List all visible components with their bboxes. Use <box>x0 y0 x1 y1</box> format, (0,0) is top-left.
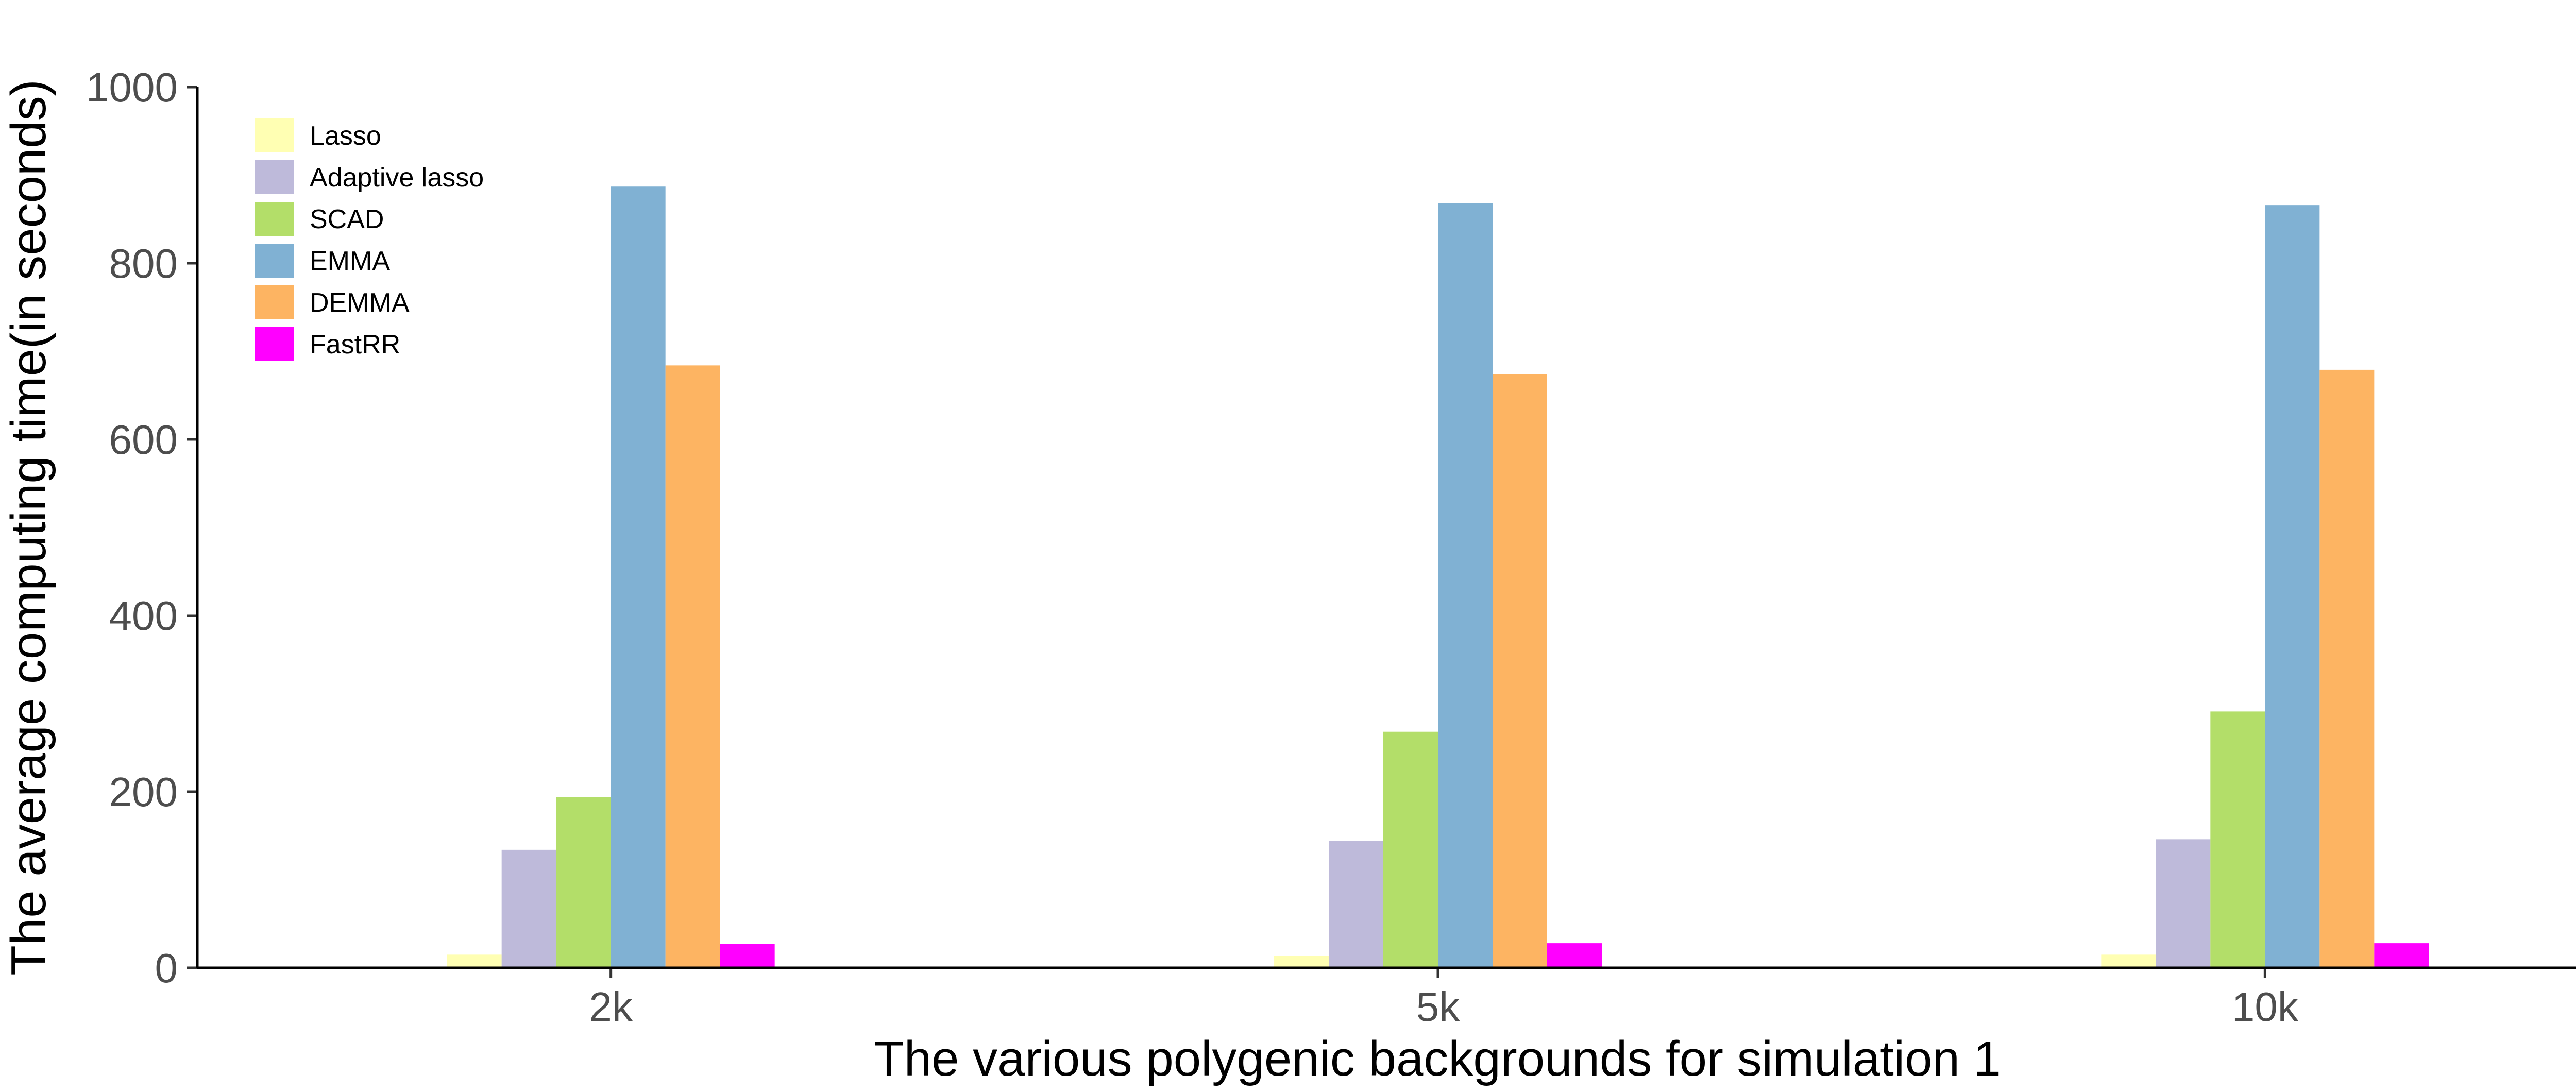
bar-lasso-5k <box>1274 956 1329 968</box>
bar-adaptive-lasso-10k <box>2156 839 2211 968</box>
bar-lasso-2k <box>447 954 502 968</box>
x-tick-label: 10k <box>2232 984 2299 1030</box>
bar-emma-2k <box>611 186 666 968</box>
y-axis-ticks: 0 200 400 600 800 1000 <box>86 64 197 991</box>
legend-swatch-lasso <box>255 118 294 152</box>
y-tick-label: 200 <box>109 769 178 815</box>
y-tick-label: 600 <box>109 417 178 463</box>
x-axis-title: The various polygenic backgrounds for si… <box>874 1031 2001 1086</box>
legend-label: Adaptive lasso <box>310 163 484 193</box>
bar-fastrr-5k <box>1547 943 1602 968</box>
legend-swatch-emma <box>255 244 294 278</box>
bar-demma-2k <box>665 365 720 968</box>
y-tick-label: 0 <box>155 945 178 991</box>
bar-fastrr-10k <box>2374 943 2429 968</box>
y-tick-label: 400 <box>109 593 178 639</box>
bar-scad-2k <box>556 797 611 968</box>
bar-demma-10k <box>2319 369 2375 968</box>
legend-label: EMMA <box>310 246 390 276</box>
x-axis-ticks: 2k 5k 10k <box>589 968 2299 1030</box>
y-tick-label: 800 <box>109 241 178 286</box>
y-tick-label: 1000 <box>86 64 178 110</box>
legend-swatch-fastrr <box>255 327 294 361</box>
legend-swatch-scad <box>255 202 294 236</box>
x-tick-label: 2k <box>589 984 633 1030</box>
legend-swatch-demma <box>255 285 294 319</box>
legend-label: Lasso <box>310 121 381 151</box>
legend-swatch-adaptive-lasso <box>255 160 294 194</box>
bar-lasso-10k <box>2101 954 2156 968</box>
bars-group <box>447 186 2429 968</box>
bar-emma-10k <box>2265 205 2320 968</box>
legend-label: DEMMA <box>310 288 410 318</box>
legend-label: FastRR <box>310 330 400 360</box>
bar-scad-10k <box>2210 711 2265 968</box>
bar-adaptive-lasso-5k <box>1329 841 1383 968</box>
bar-emma-5k <box>1438 203 1493 968</box>
legend-label: SCAD <box>310 204 384 234</box>
bar-fastrr-2k <box>720 944 775 968</box>
bar-demma-5k <box>1493 374 1547 968</box>
legend: Lasso Adaptive lasso SCAD EMMA DEMMA FastRR <box>255 118 484 361</box>
y-axis-title: The average computing time(in seconds) <box>1 79 56 976</box>
bar-scad-5k <box>1383 731 1438 968</box>
x-tick-label: 5k <box>1416 984 1460 1030</box>
bar-adaptive-lasso-2k <box>501 849 556 968</box>
